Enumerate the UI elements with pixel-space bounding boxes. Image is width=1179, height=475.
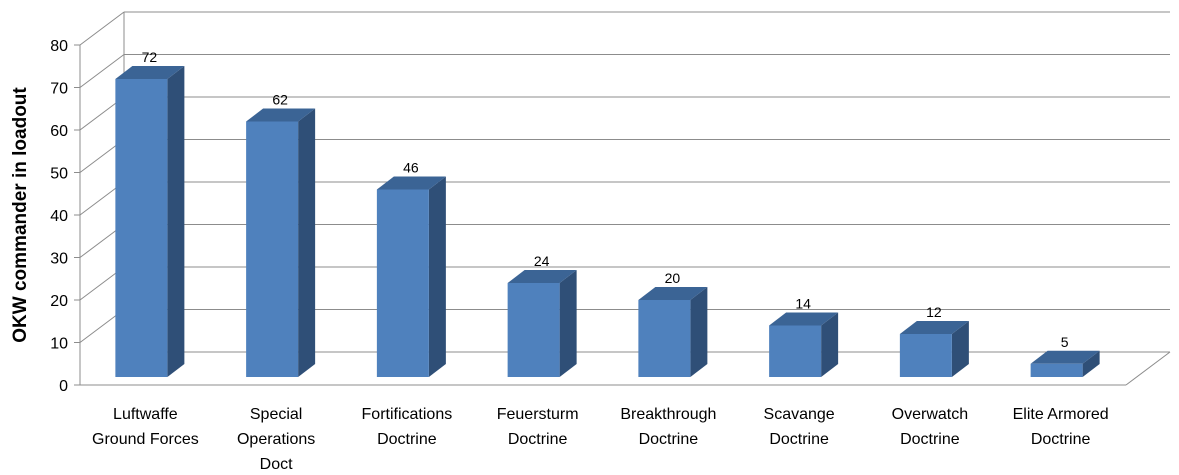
x-tick-label: Luftwaffe Ground Forces xyxy=(92,406,199,448)
data-label: 12 xyxy=(926,304,942,320)
bar-front xyxy=(1030,363,1083,377)
x-tick-label: Fortifications Doctrine xyxy=(362,406,453,448)
y-tick-label: 0 xyxy=(59,378,68,395)
bar-top xyxy=(507,270,577,283)
bar-top xyxy=(115,66,185,79)
bar-front xyxy=(899,334,952,377)
bar-front xyxy=(376,189,429,377)
data-label: 5 xyxy=(1061,334,1069,350)
data-label: 24 xyxy=(534,253,550,269)
x-tick-label: Breakthrough Doctrine xyxy=(620,406,716,448)
bar xyxy=(769,312,839,377)
bar-side xyxy=(559,270,577,377)
bar-front xyxy=(769,325,822,377)
bar-side xyxy=(1082,350,1100,377)
y-axis-title: OKW commander in loadout xyxy=(10,87,31,343)
y-tick-label: 50 xyxy=(50,166,68,183)
y-tick-label: 40 xyxy=(50,208,68,225)
x-tick-label: Scavange Doctrine xyxy=(764,406,835,448)
y-tick-label: 20 xyxy=(50,293,68,310)
bar xyxy=(246,108,316,377)
bar-top xyxy=(638,287,708,300)
y-tick-label: 70 xyxy=(50,81,68,98)
bars xyxy=(115,66,1100,377)
bar xyxy=(376,176,446,377)
y-tick-label: 10 xyxy=(50,336,68,353)
data-label: 14 xyxy=(795,296,811,312)
gridline-diagonal xyxy=(79,11,125,46)
y-tick-label: 60 xyxy=(50,123,68,140)
bar-side xyxy=(951,321,969,377)
bar-side xyxy=(821,312,839,377)
bar-top xyxy=(769,312,839,326)
data-label: 72 xyxy=(142,49,158,65)
gridlines xyxy=(79,11,1171,386)
y-tick-label: 80 xyxy=(50,38,68,55)
bar-side xyxy=(167,66,185,377)
data-label: 62 xyxy=(272,92,288,108)
y-axis: 0 10 20 30 40 50 60 70 80 xyxy=(50,38,81,395)
data-label: 20 xyxy=(665,270,681,286)
bar-side xyxy=(298,108,316,377)
bar xyxy=(115,66,185,377)
bar-top xyxy=(246,108,316,122)
x-axis: Luftwaffe Ground Forces Special Operations D… xyxy=(92,406,1109,473)
bar-top xyxy=(376,176,446,190)
data-labels: 72 62 46 24 20 14 12 5 xyxy=(142,49,1069,350)
bar-top xyxy=(1030,350,1100,364)
bar-front xyxy=(115,79,168,377)
bar-side xyxy=(428,176,446,377)
x-tick-label: Overwatch Doctrine xyxy=(892,406,968,448)
bar-front xyxy=(246,121,299,377)
bar-side xyxy=(690,287,708,377)
bar-front xyxy=(507,283,560,377)
x-tick-label: Special Operations Doct xyxy=(237,406,315,473)
y-tick-label: 30 xyxy=(50,251,68,268)
bar xyxy=(899,321,969,377)
gridline-diagonal xyxy=(79,54,125,88)
bar xyxy=(638,287,708,377)
x-tick-label: Feuersturm Doctrine xyxy=(497,406,579,448)
data-label: 46 xyxy=(403,160,419,176)
bar xyxy=(1030,350,1100,377)
bar xyxy=(507,270,577,377)
bar-top xyxy=(899,321,969,334)
x-tick-label: Elite Armored Doctrine xyxy=(1013,406,1109,448)
floor-right-edge xyxy=(1125,351,1171,386)
bar-front xyxy=(638,300,691,377)
